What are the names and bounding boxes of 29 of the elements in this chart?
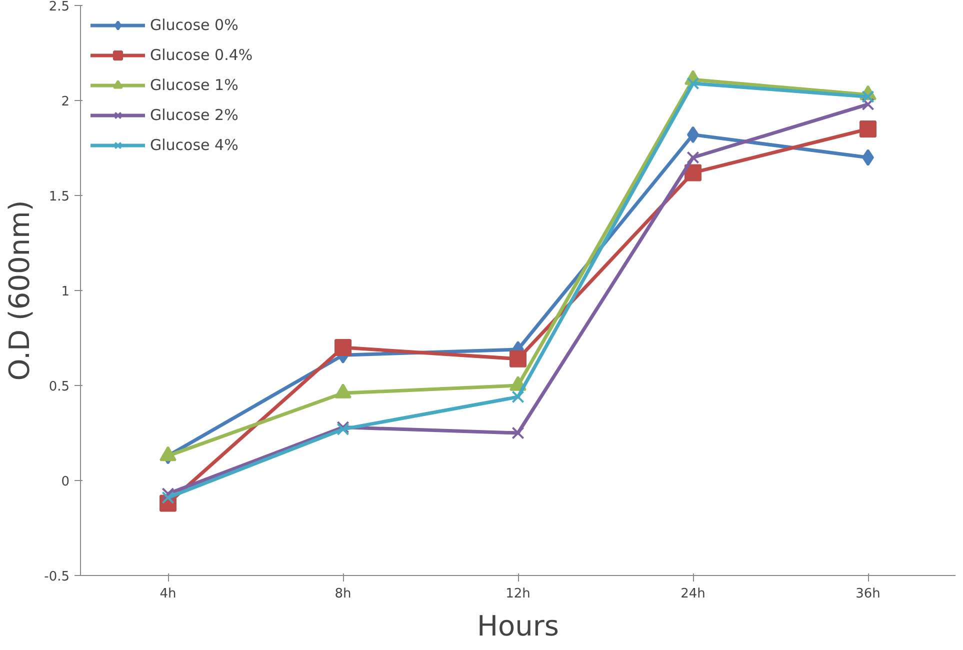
y-tick-label: 1: [61, 284, 70, 300]
x-tick-label: 8h: [334, 586, 352, 602]
legend-label: Glucose 2%: [150, 106, 238, 124]
point: [860, 120, 876, 138]
y-tick-label: 0.5: [48, 380, 70, 394]
y-axis-title: O.D (600nm): [3, 200, 36, 381]
x-tick-label: 4h: [160, 586, 176, 602]
point: [162, 487, 174, 500]
point: [510, 350, 526, 368]
point: [512, 426, 524, 440]
y-tick-label: -0.5: [44, 570, 70, 584]
legend-label: Glucose 0.4%: [150, 46, 253, 64]
point: [512, 390, 524, 404]
legend-label: Glucose 0%: [150, 16, 238, 34]
y-tick-label: 1.5: [48, 190, 70, 204]
point: [334, 339, 352, 356]
y-tick-label: 0: [61, 474, 70, 490]
x-tick-label: 36h: [856, 586, 880, 602]
legend-label: Glucose 4%: [150, 136, 238, 154]
x-axis-title: Hours: [476, 610, 560, 642]
point: [684, 164, 702, 182]
y-tick-label: 2.5: [48, 0, 70, 14]
legend-label: Glucose 1%: [150, 76, 238, 94]
point: [686, 151, 700, 164]
x-tick-label: 12h: [506, 586, 530, 602]
x-tick-label: 24h: [680, 586, 706, 602]
point: [862, 98, 874, 111]
point: [862, 149, 874, 166]
y-tick-label: 2: [61, 94, 70, 110]
